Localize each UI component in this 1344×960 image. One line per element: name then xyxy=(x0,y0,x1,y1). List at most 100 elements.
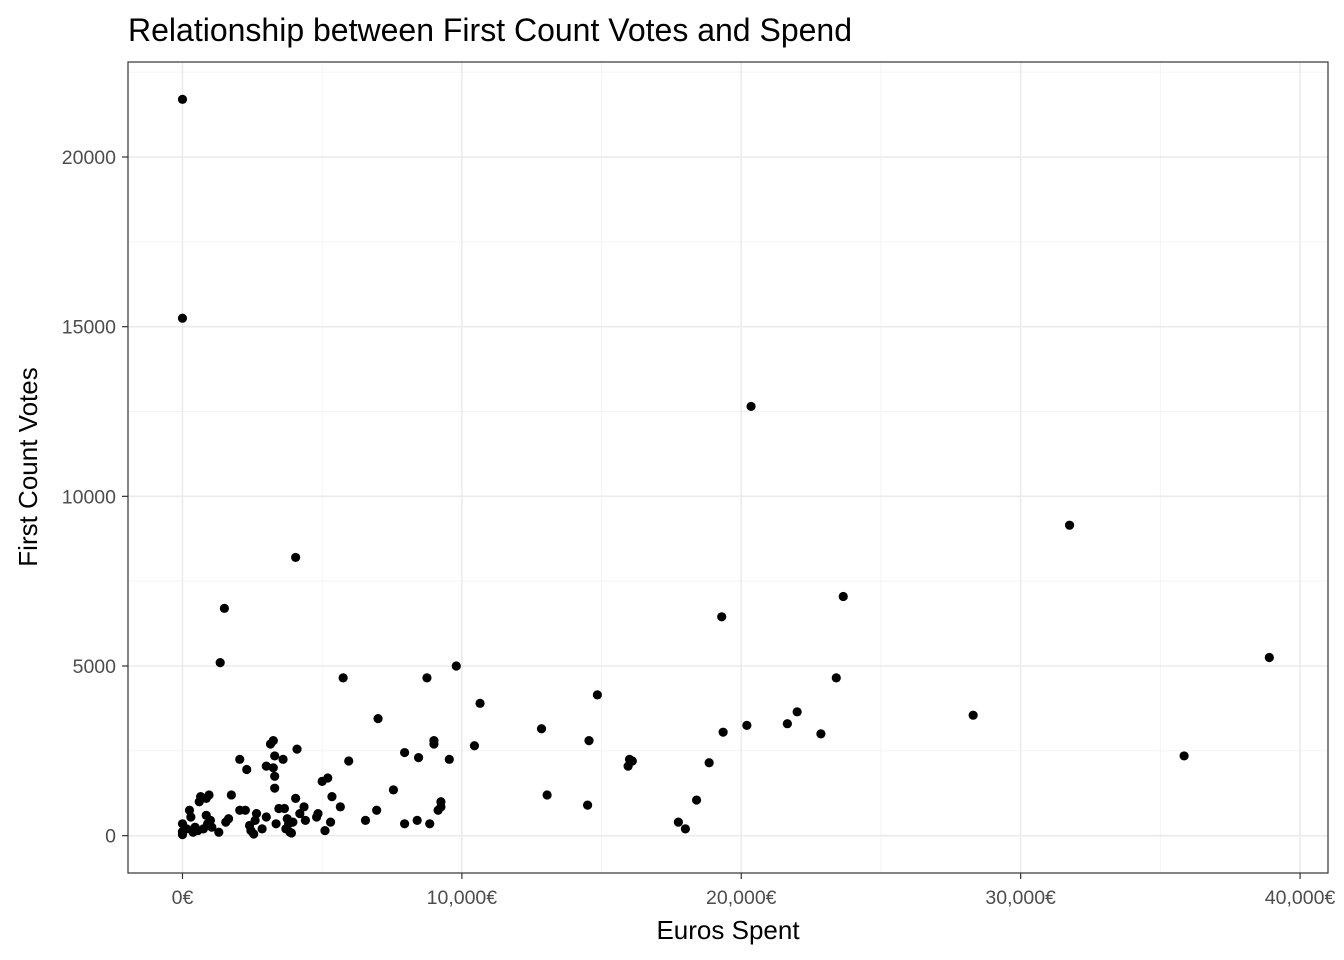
data-point xyxy=(313,809,323,819)
data-point xyxy=(186,812,196,822)
data-point xyxy=(704,758,714,768)
panel-border xyxy=(127,61,1329,874)
data-point xyxy=(469,741,480,751)
data-point xyxy=(412,815,422,826)
data-point xyxy=(1264,652,1274,663)
data-point xyxy=(360,815,371,826)
data-point xyxy=(344,756,354,766)
data-point xyxy=(627,756,637,766)
data-point xyxy=(583,800,593,810)
data-point xyxy=(299,802,309,812)
y-axis: 0 5000 10000 15000 20000 xyxy=(62,147,128,848)
data-point xyxy=(214,827,224,837)
data-point xyxy=(792,707,802,717)
data-point xyxy=(268,763,278,773)
data-point xyxy=(584,736,594,746)
data-point xyxy=(270,771,280,781)
data-point xyxy=(271,819,281,829)
data-point xyxy=(400,747,410,758)
x-axis-title: Euros Spent xyxy=(656,915,800,945)
major-gridlines xyxy=(128,62,1328,873)
data-point xyxy=(215,658,225,668)
data-point xyxy=(691,795,702,805)
data-point xyxy=(327,792,337,802)
data-point xyxy=(372,805,382,815)
data-point xyxy=(831,673,841,683)
data-point xyxy=(270,783,280,793)
panel-background xyxy=(128,62,1328,873)
data-point xyxy=(177,94,188,104)
data-point xyxy=(536,724,547,734)
x-tick-label: 20,000€ xyxy=(706,887,777,909)
data-point xyxy=(436,797,446,807)
data-point xyxy=(338,673,348,683)
data-point xyxy=(475,698,485,708)
data-point xyxy=(542,790,552,800)
minor-gridlines xyxy=(128,62,1328,873)
x-tick-label: 40,000€ xyxy=(1265,887,1336,909)
data-point xyxy=(422,673,432,683)
data-points xyxy=(177,94,1274,840)
data-point xyxy=(291,793,301,803)
data-point xyxy=(968,710,978,720)
data-point xyxy=(413,753,424,763)
data-point xyxy=(592,690,602,700)
data-point xyxy=(177,313,188,323)
data-point xyxy=(292,744,302,754)
data-point xyxy=(291,552,301,563)
data-point xyxy=(278,754,288,764)
data-point xyxy=(718,727,728,737)
data-point xyxy=(673,817,684,827)
data-point xyxy=(717,612,727,622)
data-point xyxy=(300,815,311,826)
data-point xyxy=(320,825,330,836)
data-point xyxy=(226,790,236,800)
data-point xyxy=(388,785,399,795)
y-axis-title: First Count Votes xyxy=(13,367,43,566)
data-point xyxy=(323,773,333,783)
data-point xyxy=(325,817,336,827)
x-axis: 0€ 10,000€ 20,000€ 30,000€ 40,000€ xyxy=(172,873,1336,909)
y-tick-label: 15000 xyxy=(62,317,116,339)
data-point xyxy=(270,751,280,761)
data-point xyxy=(207,822,217,832)
data-point xyxy=(251,809,262,819)
data-point xyxy=(429,739,439,749)
y-tick-label: 5000 xyxy=(73,656,117,678)
data-point xyxy=(219,603,229,613)
data-point xyxy=(742,720,752,730)
data-point xyxy=(204,790,214,800)
data-point xyxy=(261,761,271,771)
data-point xyxy=(838,591,848,602)
data-point xyxy=(286,828,297,838)
data-point xyxy=(223,814,234,824)
data-point xyxy=(746,401,756,412)
plot-panel xyxy=(127,61,1329,874)
data-point xyxy=(1064,520,1075,530)
data-point xyxy=(249,829,259,839)
x-tick-label: 0€ xyxy=(172,887,194,909)
y-tick-label: 20000 xyxy=(62,147,116,169)
data-point xyxy=(240,805,250,815)
data-point xyxy=(261,812,271,822)
x-tick-label: 30,000€ xyxy=(985,887,1056,909)
data-point xyxy=(288,817,298,827)
data-point xyxy=(279,803,290,814)
y-tick-label: 10000 xyxy=(62,486,116,508)
data-point xyxy=(782,719,792,729)
data-point xyxy=(295,809,305,819)
data-point xyxy=(444,754,454,764)
data-point xyxy=(235,754,245,764)
data-point xyxy=(816,729,826,739)
data-point xyxy=(242,764,252,775)
data-point xyxy=(268,736,278,746)
data-point xyxy=(680,824,690,834)
data-point xyxy=(335,802,345,812)
data-point xyxy=(257,824,267,834)
chart-title: Relationship between First Count Votes a… xyxy=(128,12,852,48)
x-tick-label: 10,000€ xyxy=(427,887,498,909)
data-point xyxy=(451,661,461,671)
data-point xyxy=(425,819,435,829)
data-point xyxy=(1179,751,1189,761)
